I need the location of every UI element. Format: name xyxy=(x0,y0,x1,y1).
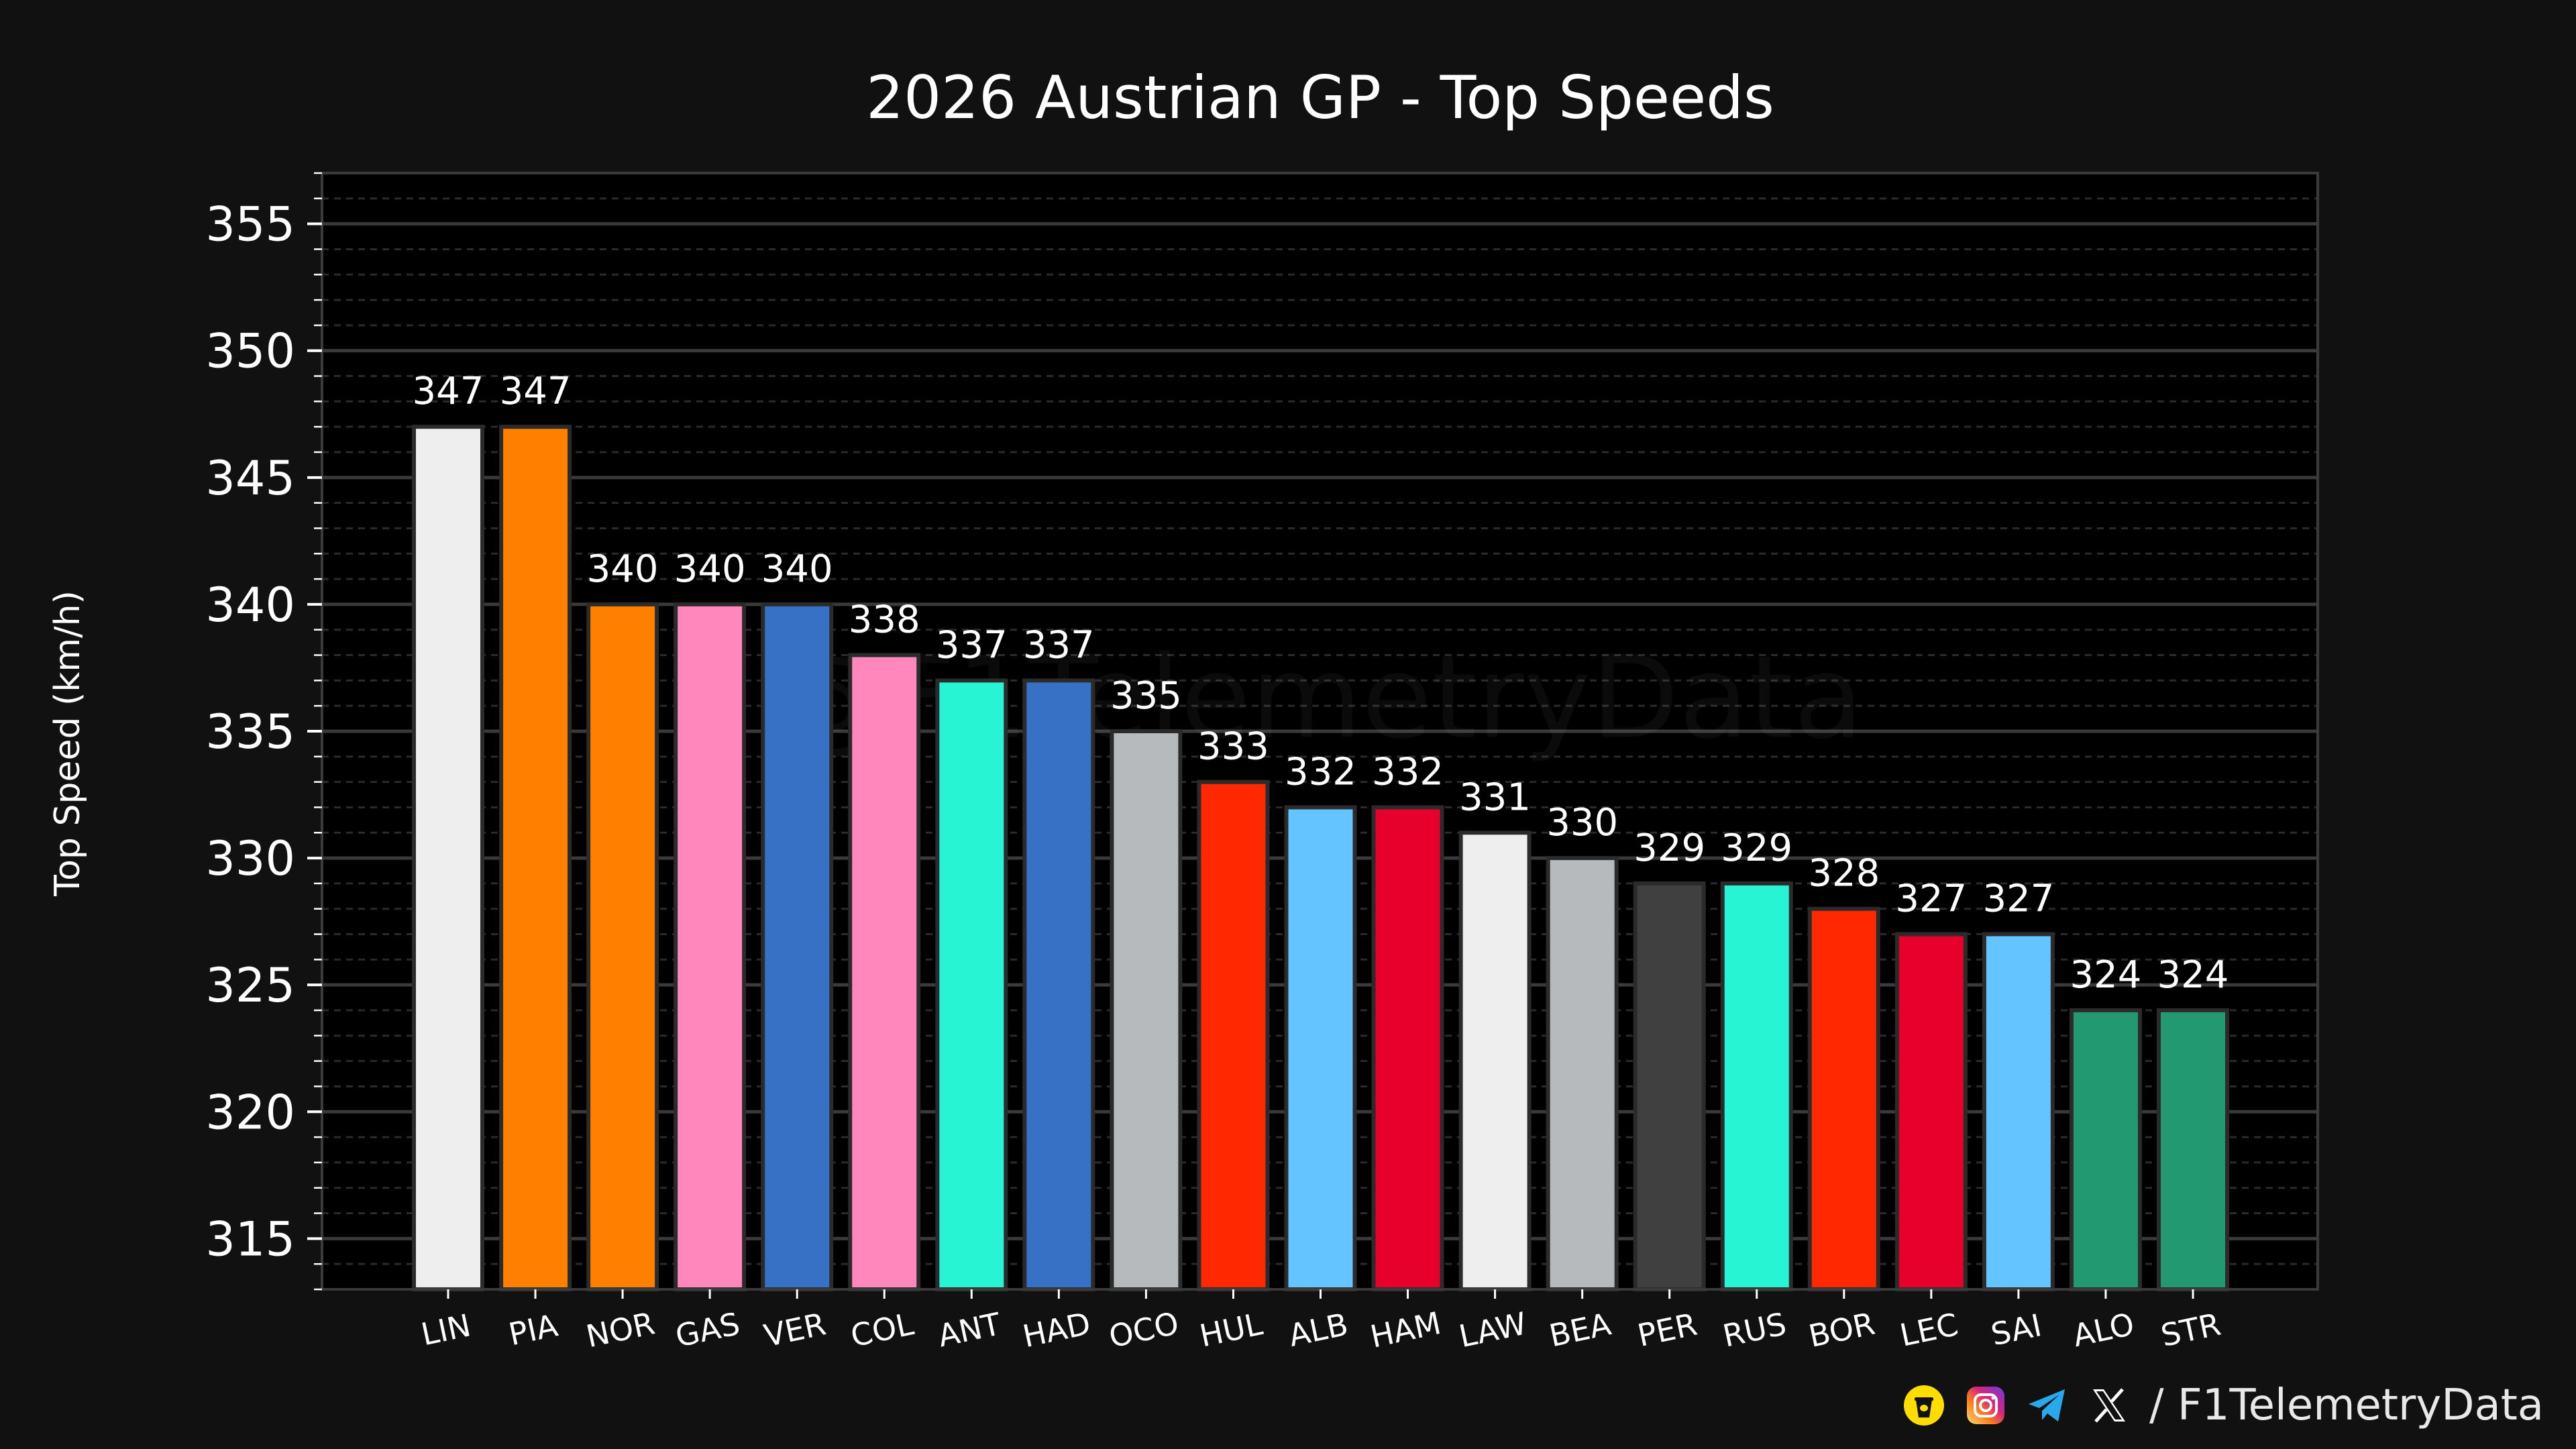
bar-hul xyxy=(1197,780,1270,1291)
social-footer: / F1TelemetryData xyxy=(1902,1375,2544,1436)
bar-alo xyxy=(2069,1008,2142,1291)
instagram-icon[interactable] xyxy=(1964,1384,2007,1427)
bars xyxy=(412,425,2229,1292)
bar-gas xyxy=(674,602,747,1291)
data-label-rus: 329 xyxy=(1721,826,1792,870)
bar-alb xyxy=(1284,805,1357,1292)
data-label-bea: 330 xyxy=(1546,801,1618,845)
buymeacoffee-icon[interactable] xyxy=(1902,1384,1945,1427)
bar-pia xyxy=(499,425,572,1292)
bar-law xyxy=(1458,830,1532,1291)
bar-col xyxy=(848,653,921,1291)
bar-ham xyxy=(1371,805,1444,1292)
y-tick-label: 325 xyxy=(205,958,295,1013)
y-tick-label: 320 xyxy=(205,1085,295,1140)
bar-nor xyxy=(586,602,659,1291)
bar-ant xyxy=(935,678,1008,1291)
chart-title: 2026 Austrian GP - Top Speeds xyxy=(866,63,1774,132)
data-label-alb: 332 xyxy=(1285,750,1356,794)
bar-str xyxy=(2157,1008,2229,1291)
bar-sai xyxy=(1982,932,2055,1291)
bar-bea xyxy=(1546,856,1619,1292)
data-label-nor: 340 xyxy=(587,547,659,591)
data-label-law: 331 xyxy=(1459,775,1531,819)
data-label-oco: 335 xyxy=(1110,674,1182,718)
bar-bor xyxy=(1807,906,1880,1291)
data-labels: 347 347 340 340 340 338 337 337 335 333 332 332 331 3… xyxy=(413,370,2229,997)
data-label-sai: 327 xyxy=(1982,877,2054,921)
y-tick-label: 355 xyxy=(205,197,295,252)
bar-lin xyxy=(412,425,484,1292)
data-label-gas: 340 xyxy=(674,547,746,591)
data-label-alo: 324 xyxy=(2070,953,2142,997)
data-label-ham: 332 xyxy=(1372,750,1444,794)
y-tick-label: 345 xyxy=(205,451,295,506)
bar-had xyxy=(1022,678,1095,1291)
data-label-ant: 337 xyxy=(936,623,1008,667)
y-tick-label: 330 xyxy=(205,831,295,886)
social-handle: / F1TelemetryData xyxy=(2149,1381,2544,1430)
bar-lec xyxy=(1894,932,1968,1291)
data-label-ver: 340 xyxy=(761,547,833,591)
data-label-had: 337 xyxy=(1023,623,1095,667)
data-label-lin: 347 xyxy=(413,370,484,413)
data-label-per: 329 xyxy=(1633,826,1705,870)
y-tick-label: 340 xyxy=(205,578,295,633)
bar-oco xyxy=(1110,729,1183,1291)
bar-ver xyxy=(761,602,834,1291)
y-tick-label: 335 xyxy=(205,704,295,759)
data-label-str: 324 xyxy=(2157,953,2229,997)
y-tick-label: 315 xyxy=(205,1212,295,1267)
data-label-lec: 327 xyxy=(1895,877,1967,921)
telegram-icon[interactable] xyxy=(2026,1384,2069,1427)
y-axis-label: Top Speed (km/h) xyxy=(48,590,88,897)
data-label-bor: 328 xyxy=(1808,852,1880,896)
x-icon[interactable] xyxy=(2088,1384,2131,1427)
bar-per xyxy=(1633,881,1706,1291)
data-label-pia: 347 xyxy=(500,370,572,413)
data-label-hul: 333 xyxy=(1197,725,1269,769)
bar-rus xyxy=(1720,881,1793,1291)
data-label-col: 338 xyxy=(849,598,920,642)
y-tick-label: 350 xyxy=(205,324,295,379)
y-axis: 315 320 325 330 335 340 345 350 355 xyxy=(205,172,322,1291)
